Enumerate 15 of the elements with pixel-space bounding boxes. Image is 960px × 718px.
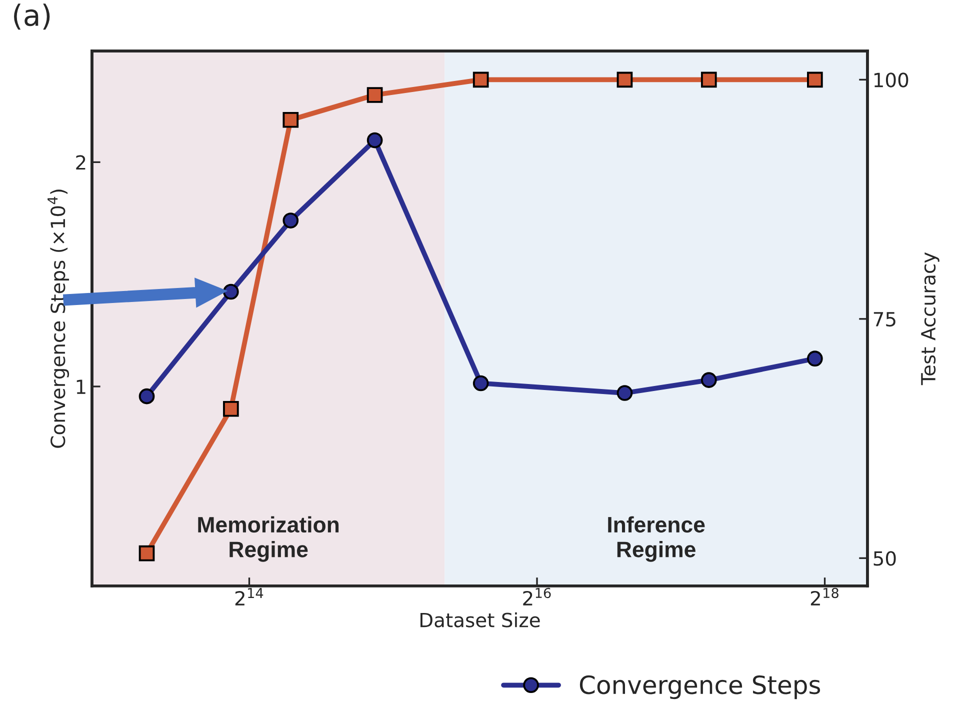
y2-tick-label: 100	[874, 72, 908, 88]
x-tick-label: 2$^{18}$	[810, 588, 838, 606]
chart-title: (a)	[14, 4, 50, 30]
x-axis-title: Dataset Size	[420, 612, 540, 628]
band-label: Memorization Regime	[198, 516, 339, 562]
y2-tick-label: 50	[874, 551, 896, 566]
x-tick-label: 2$^{14}$	[235, 588, 264, 606]
x-tick-label: 2$^{16}$	[523, 588, 551, 606]
band-label: Inference Regime	[608, 516, 705, 562]
y2-tick-label: 75	[874, 312, 896, 327]
y-tick-label: 2	[76, 155, 86, 170]
y-tick-label: 1	[76, 380, 86, 394]
y2-axis-title: Test Accuracy	[921, 252, 940, 386]
y-axis-title: Convergence Steps (×10$^{4}$)	[48, 190, 70, 448]
legend-label: Convergence Steps	[580, 675, 820, 700]
